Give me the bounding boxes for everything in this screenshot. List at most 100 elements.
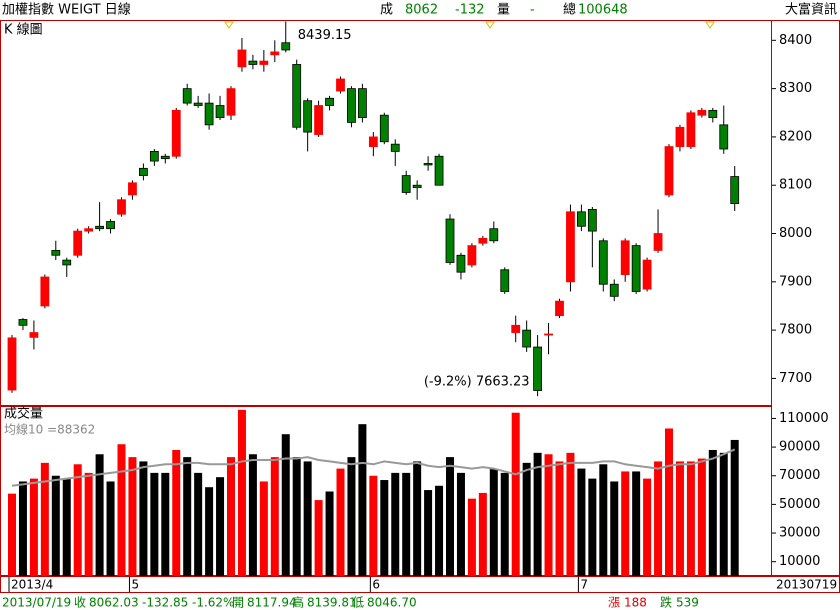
candle-body [226,88,236,116]
header-title: 加權指數 WEIGT 日線 [2,2,131,18]
y-tick-label: 7800 [779,323,812,338]
volume-bar [719,452,728,576]
x-tick-label: 7 [580,578,588,592]
volume-bar [467,498,476,576]
candle-body [620,240,630,275]
footer-change-pct: -1.62% [192,596,234,610]
candle-body [379,114,389,143]
volume-bar [522,462,531,576]
header-total-volume: 100648 [578,3,628,18]
volume-bar [380,480,389,576]
x-tick-label: 6 [372,578,380,592]
volume-bar [402,472,411,576]
footer-date: 2013/07/19 [2,596,71,610]
candle-body [106,221,115,230]
y-tick-label: 7700 [779,371,812,386]
candle-body [598,240,608,285]
candle-body [171,109,181,157]
volume-bar [424,490,433,576]
candle-body [281,42,291,51]
candle-body [84,228,94,232]
volume-bar [150,472,159,576]
footer-low-label: 低 [352,596,364,610]
candle-body [182,88,192,104]
candle-body [215,105,225,119]
candle-body [237,49,247,68]
candle-body [555,300,564,317]
volume-bar [95,454,104,576]
volume-bar [697,458,706,576]
volume-bar [281,434,290,576]
volume-bar [588,478,597,576]
volume-bar [128,457,137,576]
candle-body [18,319,28,326]
candle-body [412,184,422,189]
y-tick-label: 90000 [779,440,820,455]
header-close-label: 成 [380,3,393,18]
marker [705,21,715,29]
volume-bar [511,412,520,576]
volume-bar [456,472,465,576]
volume-bar [369,475,378,576]
y-tick-label: 30000 [779,526,820,541]
candle-body [117,199,126,215]
marker [485,21,495,29]
candle-body [686,112,696,147]
volume-bar [139,461,148,576]
annotation: (-9.2%) 7663.23 [424,375,530,390]
volume-bar [8,493,16,576]
volume-bar [84,472,93,576]
y-tick-label: 8300 [779,81,812,96]
candle-body [500,269,510,292]
footer-low: 8046.70 [367,596,417,610]
volume-bar [161,472,170,576]
y-tick-label: 8200 [779,129,812,144]
y-tick-label: 7900 [779,274,812,289]
volume-bar [237,409,246,576]
candle-body [128,182,137,196]
y-tick-label: 70000 [779,468,820,483]
footer-close-label: 收 [74,596,86,610]
volume-bar [205,487,214,576]
candle-body [467,245,477,266]
volume-bar [51,475,60,576]
footer-open-label: 開 [232,596,244,610]
marker [224,21,234,29]
footer-high-label: 高 [292,595,304,610]
footer-open: 8117.94 [247,596,297,610]
header-volume-change: - [530,3,535,18]
candle-body [675,126,685,147]
candle-body [587,208,597,232]
candle-body [609,283,619,297]
x-tick-label: 5 [131,578,139,592]
volume-bar [358,424,367,576]
footer-up: 188 [624,596,647,610]
volume-bar [172,449,181,576]
volume-bar [314,500,323,576]
volume-bar [555,461,564,576]
volume-bar [665,428,673,576]
footer-high: 8139.81 [307,596,357,610]
footer-close: 8062.03 [89,596,139,610]
price-title: K 線圖 [4,22,43,38]
volume-bar [325,491,334,576]
candle-body [357,88,367,119]
candle-body [390,143,400,152]
x-tick-label: 2013/4 [11,578,53,592]
candle-body [347,88,356,123]
candle-body [149,151,159,162]
candle-body [653,233,663,251]
volume-bar [18,481,27,576]
volume-bar [270,457,279,576]
candle-body [292,64,302,128]
candle-body [708,109,718,119]
ma-legend: 均線10 =88362 [4,422,95,437]
volume-bar [183,457,192,576]
header-volume-label: 量 [497,3,510,18]
volume-bar [259,481,268,576]
candle-body [434,155,444,186]
volume-bar [227,457,235,576]
volume-bar [632,471,641,576]
volume-bar [391,472,400,576]
x-end-label: 20130719 [776,578,837,592]
